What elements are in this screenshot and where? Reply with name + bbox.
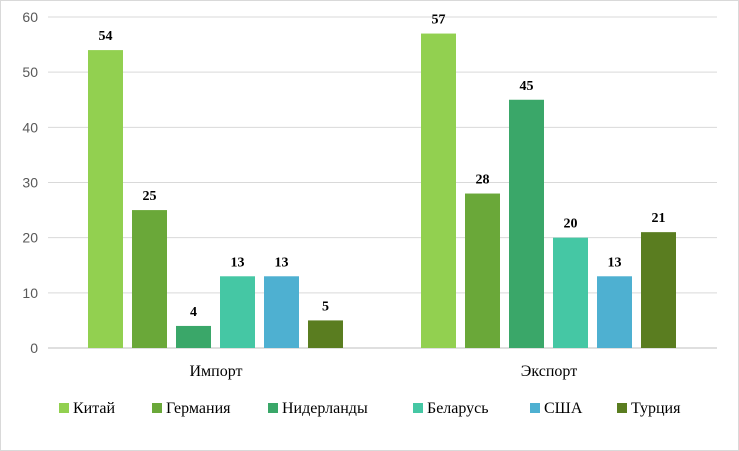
bar-import-1 bbox=[132, 210, 167, 348]
legend-label: США bbox=[544, 400, 583, 417]
data-label: 57 bbox=[432, 13, 446, 28]
bar-import-0 bbox=[88, 50, 123, 348]
legend-label: Германия bbox=[166, 400, 231, 417]
legend-label: Турция bbox=[631, 400, 681, 417]
bar-export-1 bbox=[465, 193, 500, 348]
bar-import-2 bbox=[176, 325, 211, 348]
data-label: 13 bbox=[275, 255, 289, 270]
y-tick-label: 40 bbox=[22, 119, 38, 135]
data-label: 13 bbox=[608, 255, 622, 270]
x-axis-categories: Импорт Экспорт bbox=[189, 363, 577, 380]
data-label: 5 bbox=[322, 299, 329, 314]
legend-swatch bbox=[268, 403, 278, 413]
legend-label: Китай bbox=[73, 400, 116, 417]
data-label: 20 bbox=[564, 217, 578, 232]
data-labels: 54 25 4 13 13 5 57 28 45 20 13 21 bbox=[99, 13, 666, 320]
bar-import-3 bbox=[220, 276, 255, 348]
y-tick-label: 30 bbox=[22, 175, 38, 191]
legend-label: Беларусь bbox=[427, 400, 489, 417]
data-label: 21 bbox=[652, 211, 666, 226]
legend-label: Нидерланды bbox=[282, 400, 368, 417]
legend-swatch bbox=[59, 403, 69, 413]
legend-swatch bbox=[413, 403, 423, 413]
legend-swatch bbox=[152, 403, 162, 413]
x-category-label: Импорт bbox=[189, 363, 242, 380]
y-tick-label: 60 bbox=[22, 9, 38, 25]
y-tick-label: 0 bbox=[30, 340, 38, 356]
bar-export-0 bbox=[421, 33, 456, 349]
legend: Китай Германия Нидерланды Беларусь США Турция bbox=[59, 400, 681, 417]
bar-export-2 bbox=[509, 99, 544, 348]
x-category-label: Экспорт bbox=[521, 363, 577, 380]
legend-swatch bbox=[530, 403, 540, 413]
y-tick-label: 10 bbox=[22, 285, 38, 301]
bar-export-4 bbox=[597, 276, 632, 348]
data-label: 45 bbox=[520, 79, 534, 94]
data-label: 4 bbox=[190, 305, 197, 320]
data-label: 25 bbox=[143, 189, 157, 204]
bar-export-3 bbox=[553, 237, 588, 348]
y-tick-label: 50 bbox=[22, 64, 38, 80]
data-label: 28 bbox=[476, 173, 490, 188]
y-tick-label: 20 bbox=[22, 230, 38, 246]
bar-import-4 bbox=[264, 276, 299, 348]
bar-import-5 bbox=[308, 320, 343, 348]
bar-export-5 bbox=[641, 232, 676, 348]
data-label: 13 bbox=[231, 255, 245, 270]
bars bbox=[88, 33, 676, 349]
y-axis-ticks: 0 10 20 30 40 50 60 bbox=[22, 9, 38, 356]
legend-swatch bbox=[617, 403, 627, 413]
data-label: 54 bbox=[99, 29, 113, 44]
